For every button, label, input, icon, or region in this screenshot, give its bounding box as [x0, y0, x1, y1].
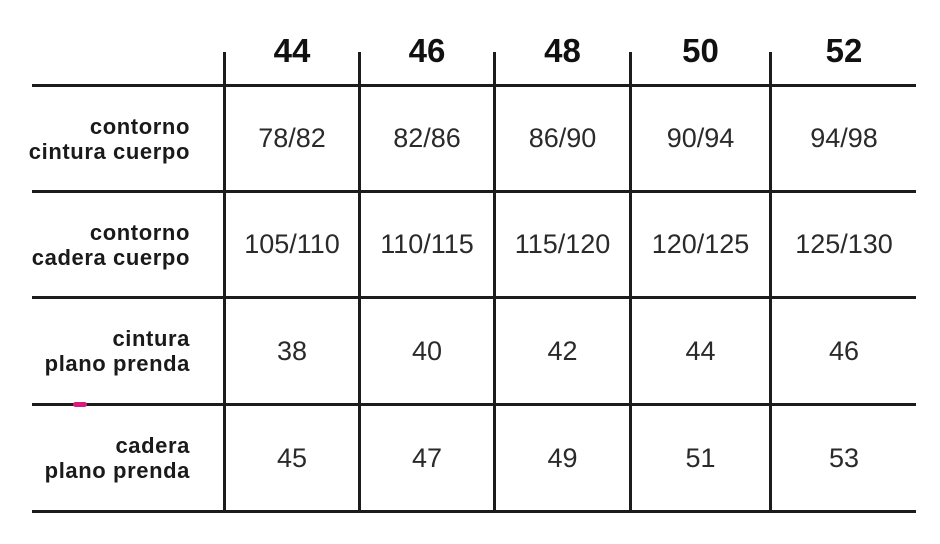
table-cell: 45 — [276, 442, 308, 473]
table-cell: 105/110 — [244, 229, 340, 259]
row-label-line: cadera cuerpo — [31, 244, 190, 270]
table-cell: 46 — [828, 335, 860, 366]
table-rule-bottom — [32, 510, 916, 513]
table-rule-header — [32, 84, 916, 87]
row-label: cadera plano prenda — [0, 406, 190, 510]
table-column-divider — [223, 52, 226, 512]
table-rule-row-1 — [32, 190, 916, 193]
table-cell: 125/130 — [795, 229, 893, 259]
table-column-divider — [358, 52, 361, 512]
table-cell: 51 — [685, 442, 716, 473]
row-label-line: cintura cuerpo — [28, 138, 190, 164]
stray-mark — [73, 402, 87, 407]
table-cell: 110/115 — [380, 229, 474, 259]
table-cell: 44 — [685, 335, 716, 366]
size-header: 50 — [682, 32, 719, 69]
table-column-divider — [493, 52, 496, 512]
table-cell: 115/120 — [514, 229, 611, 259]
table-cell: 38 — [276, 335, 308, 366]
row-label-line: cadera — [115, 433, 190, 458]
row-label: contorno cintura cuerpo — [0, 87, 190, 190]
table-cell: 120/125 — [651, 229, 750, 259]
row-label-line: plano prenda — [44, 351, 190, 376]
table-cell: 47 — [411, 442, 443, 473]
table-cell: 94/98 — [810, 123, 878, 153]
table-cell: 40 — [411, 335, 443, 366]
table-column-divider — [769, 52, 772, 512]
row-label: contorno cadera cuerpo — [0, 193, 190, 296]
row-label-line: contorno — [89, 219, 190, 245]
row-label-line: cintura — [112, 326, 190, 351]
row-label-line: contorno — [89, 113, 190, 139]
table-rule-row-2 — [32, 296, 916, 299]
size-header: 46 — [408, 32, 446, 69]
size-header: 44 — [273, 32, 311, 69]
table-cell: 53 — [828, 442, 860, 473]
row-label-line: plano prenda — [44, 458, 190, 483]
table-rule-row-3 — [32, 403, 916, 406]
table-cell: 42 — [547, 335, 578, 366]
table-cell: 78/82 — [258, 123, 326, 153]
table-cell: 49 — [547, 442, 578, 473]
row-label: cintura plano prenda — [0, 299, 190, 403]
table-cell: 82/86 — [393, 123, 461, 153]
table-cell: 86/90 — [528, 123, 597, 153]
table-cell: 90/94 — [666, 123, 735, 153]
table-column-divider — [629, 52, 632, 512]
size-header: 48 — [544, 32, 581, 69]
size-header: 52 — [825, 32, 863, 69]
